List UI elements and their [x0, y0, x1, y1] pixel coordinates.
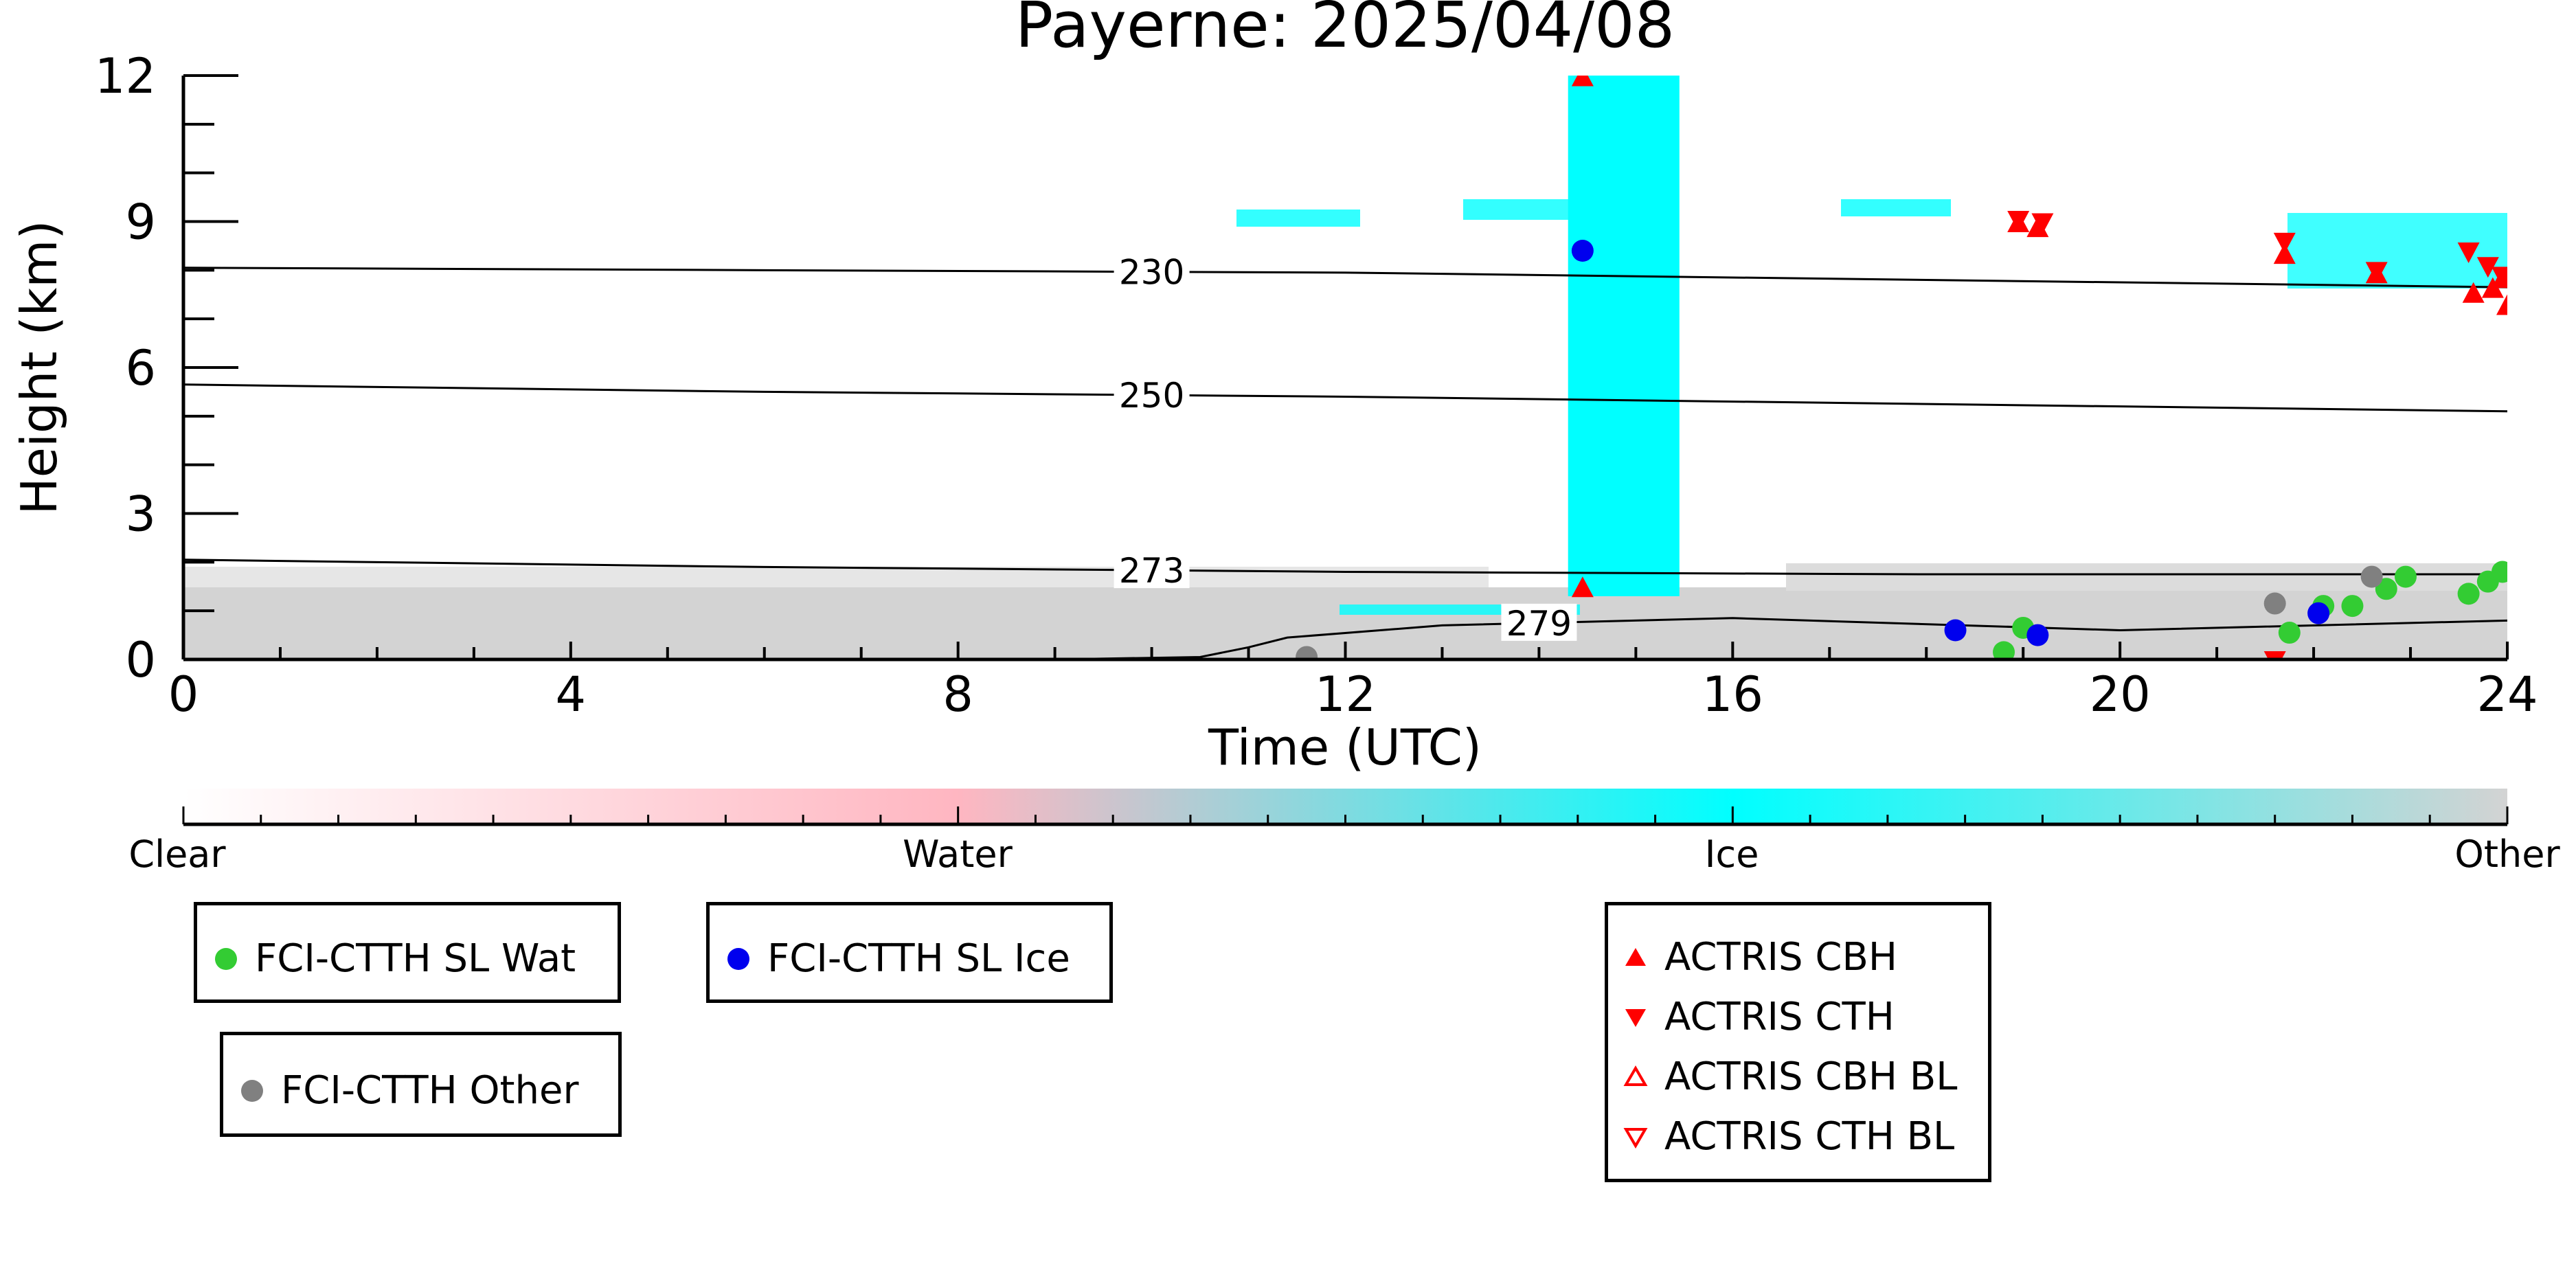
actris-cth-point: [2273, 232, 2296, 253]
legend-label-other: FCI-CTTH Other: [281, 1068, 579, 1113]
legend-actris: ACTRIS CBH ACTRIS CTH ACTRIS CBH BL ACTR…: [1605, 902, 1991, 1182]
contour-line-250: [183, 383, 2507, 413]
cirrus-patch-b: [1463, 199, 1573, 220]
fci-ctth-sl-wat-point: [2457, 583, 2480, 605]
legend-label-wat: FCI-CTTH SL Wat: [255, 936, 576, 981]
fci-ctth-sl-wat-point: [2341, 595, 2364, 618]
fci-ctth-other-point: [2360, 565, 2383, 588]
legend-label-cth: ACTRIS CTH: [1664, 995, 1895, 1039]
fci-ctth-other-point: [2263, 592, 2286, 615]
contour-line-279: [1054, 617, 2507, 659]
low-cloud-fill-upper: [183, 567, 1489, 587]
x-tick-label: 16: [1702, 666, 1763, 723]
actris-cth-point: [2491, 267, 2507, 288]
colorbar-label-other: Other: [2454, 833, 2560, 876]
triangle-down-open-icon: [1623, 1127, 1648, 1149]
triangle-up-open-icon: [1623, 1065, 1648, 1086]
actris-cth-point: [2263, 651, 2286, 659]
fci-ctth-sl-wat-point: [2375, 578, 2397, 600]
cirrus-patch-c: [1841, 199, 1951, 216]
contour-label-279: 279: [1506, 604, 1572, 644]
actris-cth-point: [2457, 242, 2480, 263]
legend-label-cth-bl: ACTRIS CTH BL: [1664, 1114, 1955, 1159]
contour-line-230: [183, 267, 2507, 289]
blue-dot-icon: [727, 947, 749, 970]
x-tick-label: 24: [2476, 666, 2538, 723]
legend-other: FCI-CTTH Other: [220, 1032, 622, 1137]
legend-wat: FCI-CTTH SL Wat: [194, 902, 621, 1003]
ice-cloud-band: [1568, 76, 1680, 596]
legend-label-cbh-bl: ACTRIS CBH BL: [1664, 1054, 1958, 1099]
contour-label-bg: [1114, 252, 1190, 290]
fci-ctth-sl-ice-point: [2026, 624, 2049, 646]
actris-cbh-point: [1571, 76, 1594, 87]
actris-cth-point: [2365, 262, 2388, 283]
y-tick-label: 6: [125, 340, 156, 396]
y-tick-label: 3: [125, 486, 156, 543]
gray-dot-icon: [241, 1079, 263, 1102]
triangle-up-icon: [1625, 947, 1646, 966]
contour-label-bg: [1501, 603, 1577, 641]
x-tick-label: 12: [1315, 666, 1376, 723]
legend-label-cbh: ACTRIS CBH: [1664, 935, 1898, 980]
actris-cbh-point: [2496, 294, 2507, 315]
fci-ctth-sl-ice-point: [2307, 602, 2330, 624]
fci-ctth-sl-ice-point: [1571, 240, 1594, 262]
y-tick-label: 12: [95, 48, 156, 104]
contour-label-273: 273: [1119, 551, 1184, 591]
contour-line-273: [183, 558, 2507, 576]
actris-cbh-point: [1571, 576, 1594, 598]
fci-ctth-sl-ice-point: [1944, 619, 1967, 642]
actris-cth-point: [2007, 210, 2030, 231]
fci-ctth-sl-wat-point: [1993, 641, 2015, 659]
fci-ctth-sl-wat-point: [2278, 622, 2301, 644]
actris-cbh-point: [2273, 243, 2296, 264]
x-tick-label: 20: [2090, 666, 2151, 723]
contour-label-bg: [1114, 551, 1190, 589]
contour-label-bg: [1114, 376, 1190, 414]
x-tick-label: 8: [942, 666, 973, 723]
x-tick-label: 4: [556, 666, 587, 723]
green-dot-icon: [215, 947, 237, 970]
contour-label-250: 250: [1119, 376, 1184, 416]
fci-ctth-other-point: [1296, 646, 1318, 659]
legend-ice: FCI-CTTH SL Ice: [706, 902, 1113, 1003]
colorbar-label-clear: Clear: [128, 833, 226, 876]
legend-label-ice: FCI-CTTH SL Ice: [767, 936, 1070, 981]
y-tick-label: 0: [125, 632, 156, 688]
fci-ctth-sl-wat-point: [2394, 565, 2417, 588]
cirrus-patch-a: [1236, 210, 1360, 227]
colorbar-label-water: Water: [903, 833, 1013, 876]
actris-cth-point: [2031, 213, 2054, 234]
cloud-classification-field: [183, 199, 2507, 659]
actris-cth-point: [2476, 257, 2499, 278]
colorbar-label-ice: Ice: [1705, 833, 1759, 876]
contour-label-230: 230: [1119, 253, 1184, 293]
fci-ctth-sl-wat-point: [2491, 561, 2507, 583]
y-axis-label: Height (km): [10, 221, 68, 515]
x-axis-label: Time (UTC): [1208, 719, 1482, 776]
y-tick-label: 9: [125, 194, 156, 251]
actris-cbh-point: [2462, 282, 2485, 303]
triangle-down-icon: [1625, 1008, 1646, 1027]
x-tick-label: 0: [168, 666, 199, 723]
chart-title: Payerne: 2025/04/08: [1015, 0, 1675, 62]
